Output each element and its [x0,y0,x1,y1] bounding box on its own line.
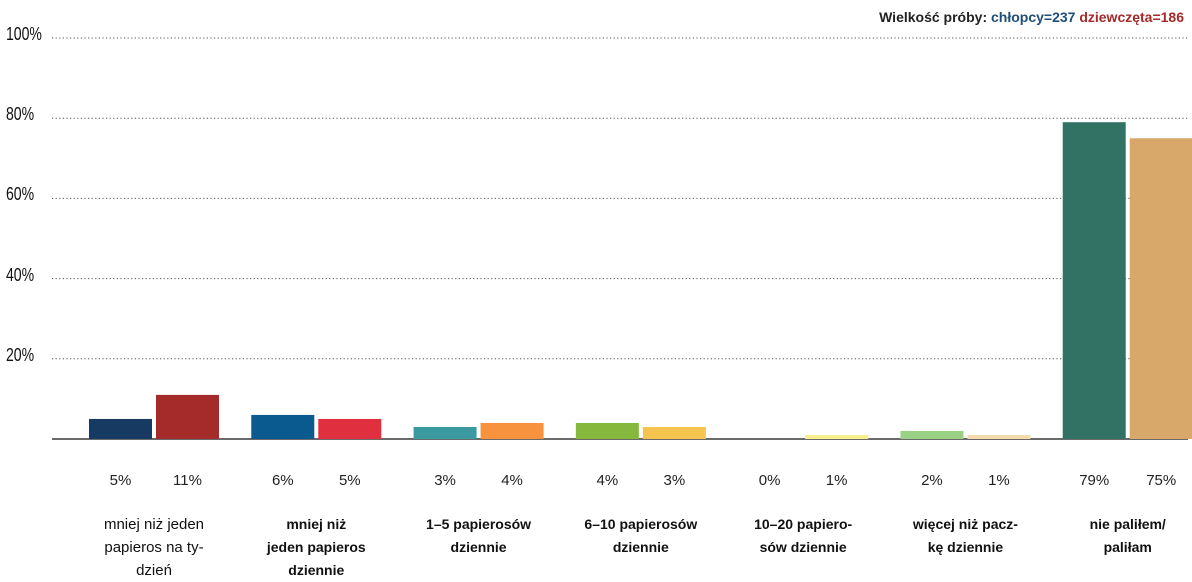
category-label: mniej niż jeden papieros na ty-dzień [74,513,234,582]
sample-size-girls: dziewczęta=186 [1079,9,1184,25]
data-label: 5% [338,472,361,489]
category-label: nie paliłem/paliłam [1048,513,1192,559]
category-label-line: jeden papieros [266,539,366,555]
data-label: 3% [434,472,456,489]
bar [251,414,315,439]
y-tick-label: 60% [6,184,35,205]
category-label: więcej niż pacz-kę dziennie [885,513,1045,559]
category-label-line: 1–5 papierosów [426,516,532,532]
bar [318,418,382,439]
data-label: 4% [501,472,523,489]
category-label-line: więcej niż pacz- [912,516,1018,532]
data-label: 1% [825,472,848,489]
y-tick-label: 20% [6,344,35,365]
category-label-line: 6–10 papierosów [584,516,698,532]
y-tick-label: 40% [6,264,35,285]
category-label: 6–10 papierosów dziennie [561,513,721,559]
category-label-line: 10–20 papiero- [754,516,853,532]
data-label: 3% [663,472,686,489]
category-label: 10–20 papiero-sów dziennie [723,513,883,559]
category-label-line: sów dziennie [759,539,847,555]
category-label-line: dziennie [450,539,507,555]
bar [1062,122,1126,440]
bar [1129,138,1192,439]
category-label-line: nie paliłem/ [1089,516,1166,532]
category-label: 1–5 papierosów dziennie [399,513,559,559]
category-label-line: dzień [136,562,172,579]
bar [156,394,219,439]
sample-size-boys: chłopcy=237 [991,9,1076,25]
bar [642,426,706,439]
data-label: 0% [758,472,781,489]
data-label: 1% [988,472,1010,489]
category-label: mniej niż jeden papieros dziennie [236,513,396,582]
bar [480,422,544,439]
data-label: 11% [173,472,202,489]
category-label-line: mniej niż jeden [103,516,205,533]
y-tick-label: 80% [6,104,35,125]
bar [900,430,964,439]
data-label: 75% [1146,472,1177,489]
bar [805,434,869,439]
data-label: 79% [1079,472,1110,489]
data-label: 4% [596,472,619,489]
bar [575,422,639,439]
data-label: 5% [109,472,132,489]
data-label: 6% [271,472,294,489]
data-label: 2% [921,472,943,489]
bar [89,418,152,439]
bar [413,426,477,439]
y-tick-label: 100% [6,24,42,44]
category-label-line: paliłam [1103,539,1152,555]
category-label-line: kę dziennie [927,539,1004,555]
category-label-line: dziennie [612,539,669,555]
category-label-line: dziennie [288,562,345,578]
bar [967,434,1031,439]
sample-size-prefix: Wielkość próby: [879,9,988,25]
sample-size-legend: Wielkość próby: chłopcy=237 dziewczęta=1… [879,9,1184,25]
category-label-line: mniej niż [286,516,347,532]
category-label-line: papieros na ty- [104,539,204,556]
